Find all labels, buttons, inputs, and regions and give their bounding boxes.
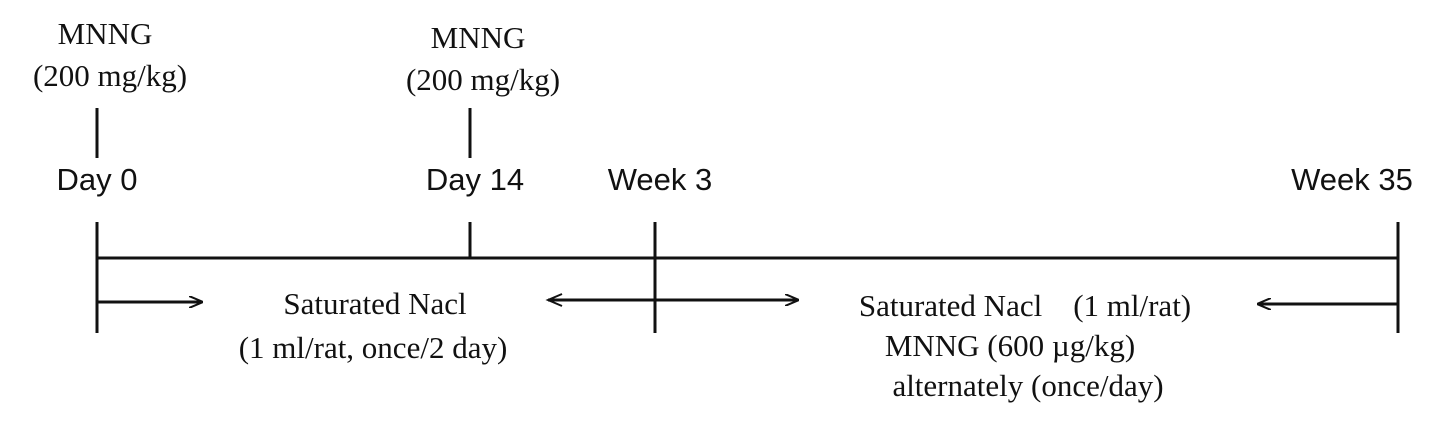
dose-amount: (200 mg/kg) [33,58,187,93]
dose-drug: MNNG [431,20,526,55]
time-label: Day 0 [57,162,138,197]
phase-text: Saturated Nacl (1 ml/rat) [859,288,1191,323]
phase-text: MNNG (600 µg/kg) [885,328,1135,363]
time-label: Day 14 [426,162,524,197]
arrowhead [545,293,563,307]
time-label: Week 35 [1291,162,1413,197]
dose-drug: MNNG [58,16,153,51]
phase-text: (1 ml/rat, once/2 day) [239,330,508,365]
dose-amount: (200 mg/kg) [406,62,560,97]
phase-text: alternately (once/day) [892,368,1163,403]
phase-text: Saturated Nacl [283,286,466,321]
time-label: Week 3 [608,162,713,197]
